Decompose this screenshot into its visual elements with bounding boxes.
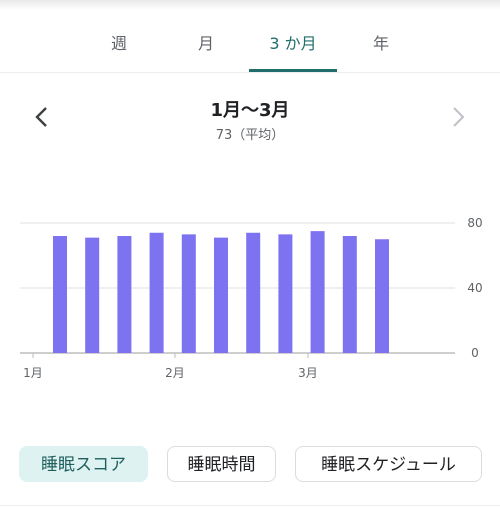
y-tick-label: 80 [467,216,482,230]
bottom-divider [0,505,500,506]
sleep-score-chart: 0 40 80 1月 2月 3月 [20,216,483,380]
chip-sleep-duration[interactable]: 睡眠時間 [167,446,276,482]
metric-chips: 睡眠スコア 睡眠時間 睡眠スケジュール [0,446,500,486]
y-tick-label: 40 [467,281,482,295]
tab-month[interactable]: 月 [197,34,214,53]
next-period-button[interactable] [444,103,472,131]
bar [342,236,357,353]
bar [117,236,132,353]
x-tick-label: 2月 [165,366,185,380]
bar [278,234,293,353]
period-tabs: 週 月 3 か月 年 [0,22,500,72]
tab-year[interactable]: 年 [372,34,389,53]
x-tick-label: 3月 [298,366,318,380]
x-tick-label: 1月 [23,366,43,380]
bar [85,237,100,353]
bar [181,234,196,353]
bar [310,231,325,353]
tab-divider [0,72,500,73]
y-tick-label: 0 [471,346,479,360]
chevron-right-icon [453,107,465,127]
bar [53,236,67,353]
chip-sleep-score[interactable]: 睡眠スコア [19,446,148,482]
top-shadow [0,0,500,10]
previous-period-button[interactable] [28,103,56,131]
chip-sleep-schedule[interactable]: 睡眠スケジュール [295,446,482,482]
bar [149,232,164,353]
period-average: 73（平均） [215,128,285,143]
period-title: 1月〜3月 [210,100,290,121]
bar [375,239,389,353]
tab-week[interactable]: 週 [110,34,127,53]
tab-3-months[interactable]: 3 か月 [249,22,337,72]
bar [214,237,228,353]
chevron-left-icon [35,107,47,127]
bar [246,232,261,353]
